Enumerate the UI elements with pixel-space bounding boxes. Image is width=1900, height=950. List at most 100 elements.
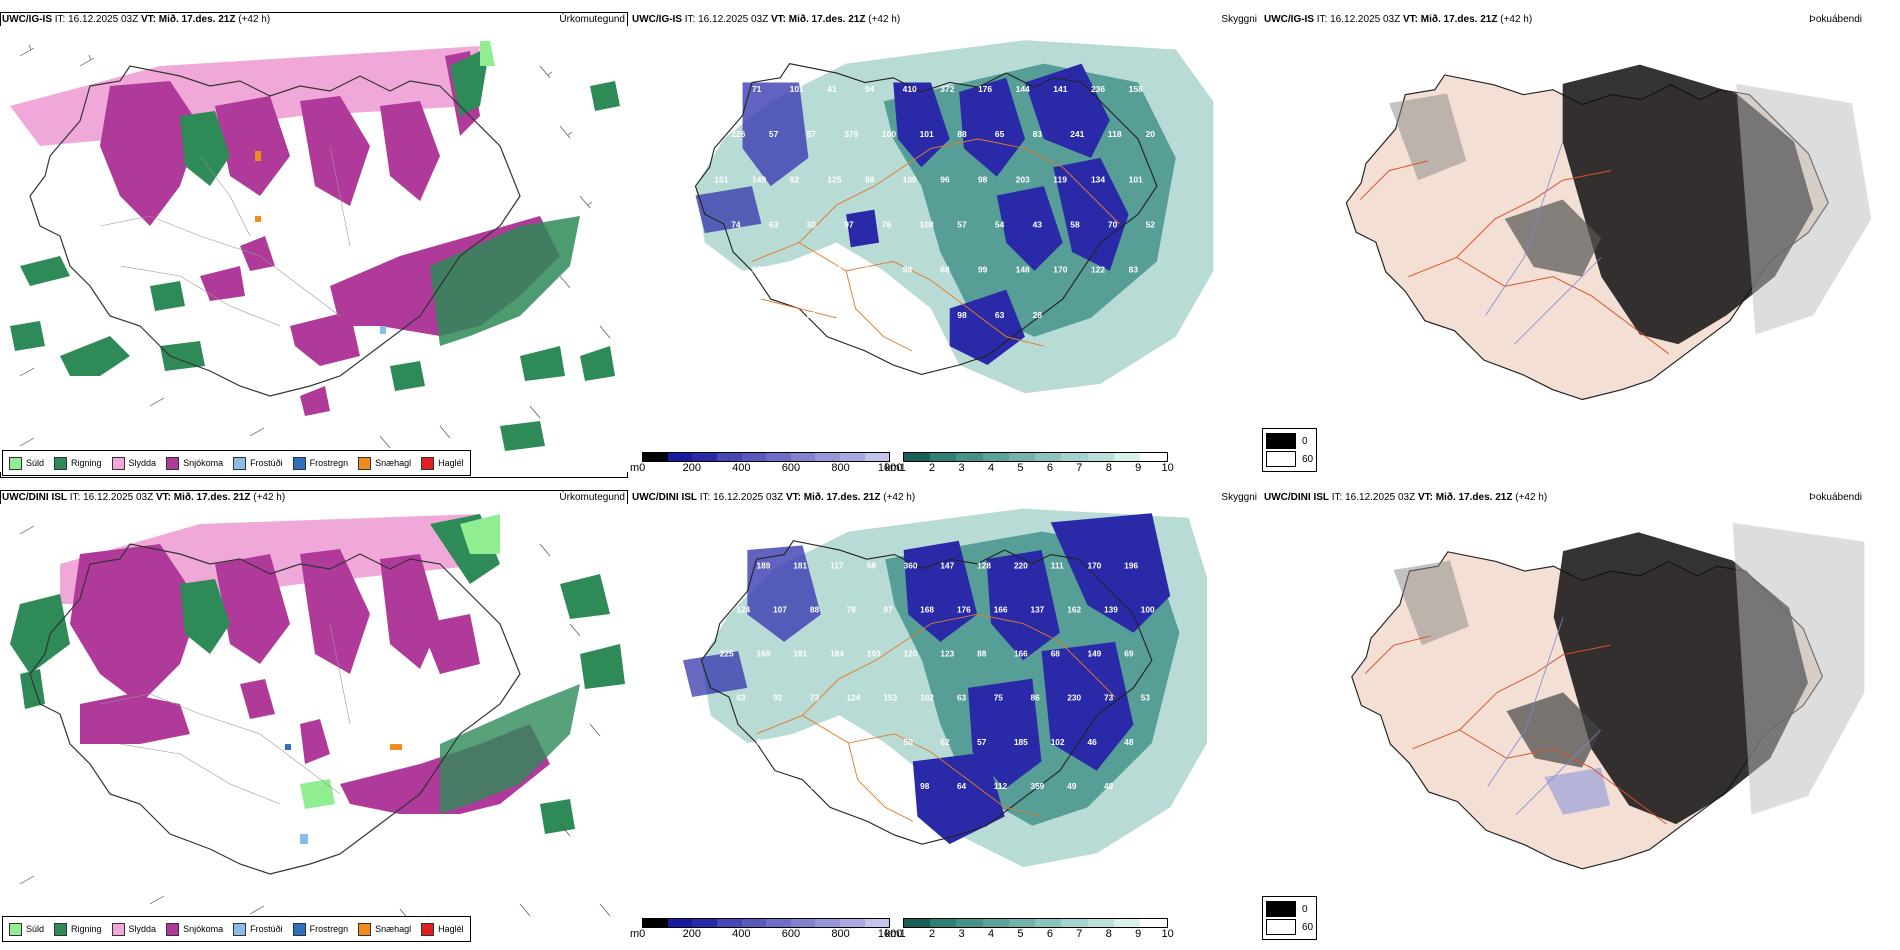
panel-header: UWC/IG-IS IT: 16.12.2025 03Z VT: Mið. 17… xyxy=(2,14,271,25)
snow-area xyxy=(215,96,290,196)
legend-swatch xyxy=(421,922,435,936)
snow-area xyxy=(380,101,440,201)
rain-area xyxy=(10,321,45,351)
legend-swatch xyxy=(233,456,247,470)
legend-swatch xyxy=(54,922,68,936)
cloud-base-area xyxy=(996,186,1063,271)
colorbar-tick: 6 xyxy=(1046,928,1053,940)
cloud-base-label: 162 xyxy=(1067,605,1081,614)
cloud-base-label: 360 xyxy=(904,561,918,570)
rain-area xyxy=(430,216,580,346)
rain-area xyxy=(560,574,610,619)
cloud-base-label: 64 xyxy=(957,782,967,791)
panel-header: UWC/DINI ISL IT: 16.12.2025 03Z VT: Mið.… xyxy=(1264,492,1548,503)
cloud-base-label: 220 xyxy=(1014,561,1028,570)
cloud-base-label: 100 xyxy=(882,129,896,139)
rivers xyxy=(1485,141,1602,345)
legend-swatch xyxy=(421,456,435,470)
legend-item: Frostregn xyxy=(292,922,348,936)
cloud-base-label: 100 xyxy=(1141,605,1155,614)
precip-map xyxy=(0,504,628,944)
fog-index-area xyxy=(1393,560,1469,646)
legend-label: Snjókoma xyxy=(183,924,224,934)
cloud-base-label: 57 xyxy=(793,738,803,747)
cloud-base-label: 101 xyxy=(1129,174,1143,184)
cloud-base-colorbar: m 0 200 400 600 800 1000 xyxy=(630,452,902,474)
coastline xyxy=(29,65,521,397)
colorbar-tick: 9 xyxy=(1135,462,1142,474)
snow-area xyxy=(290,311,360,366)
legend-label: Frostregn xyxy=(309,458,349,468)
rivers xyxy=(1487,616,1602,816)
cloud-base-label: 63 xyxy=(865,265,875,275)
colorbar-tick: 0 xyxy=(639,928,646,940)
cloud-base-label: 168 xyxy=(920,605,934,614)
cloud-base-label: 69 xyxy=(757,738,767,747)
cloud-base-label: 112 xyxy=(994,782,1008,791)
cloud-base-label: 176 xyxy=(978,84,992,94)
cloud-base-label: 94 xyxy=(865,84,875,94)
cloud-base-label: 57 xyxy=(807,129,817,139)
cloud-base-label: 70 xyxy=(1108,220,1118,230)
cloud-base-label: 184 xyxy=(830,650,844,659)
cloud-base-label: 92 xyxy=(790,174,800,184)
cloud-base-label: 97 xyxy=(844,220,854,230)
rain-area xyxy=(520,346,565,381)
rain-area xyxy=(150,281,185,311)
cloud-base-label: 107 xyxy=(773,605,787,614)
cloud-base-label: 65 xyxy=(995,129,1005,139)
cloud-base-label: 75 xyxy=(994,694,1004,703)
cloud-base-label: 191 xyxy=(793,650,807,659)
cloud-base-label: 48 xyxy=(830,738,840,747)
cloud-base-label: 251 xyxy=(720,561,734,570)
panel-title: Þokuábendi xyxy=(1809,14,1862,25)
rain-area xyxy=(10,594,70,674)
cloud-base-label: 189 xyxy=(757,561,771,570)
colorbar-tick: 8 xyxy=(1105,462,1112,474)
colorbar-tick: 2 xyxy=(929,462,936,474)
cloud-base-label: 153 xyxy=(883,694,897,703)
cloud-base-label: 63 xyxy=(736,694,746,703)
colorbar-tick: 1000 xyxy=(877,462,903,474)
cloud-base-label: 98 xyxy=(903,265,913,275)
cloud-base-label: 127 xyxy=(714,84,728,94)
panel-header: UWC/IG-IS IT: 16.12.2025 03Z VT: Mið. 17… xyxy=(632,14,901,25)
fog-index-area xyxy=(1732,522,1865,815)
legend-label: Frostúði xyxy=(250,458,283,468)
colorbar-tick: 600 xyxy=(781,928,801,940)
panel-header: UWC/DINI ISL IT: 16.12.2025 03Z VT: Mið.… xyxy=(2,492,286,503)
cloud-base-label: 120 xyxy=(904,650,918,659)
cloud-base-label: 410 xyxy=(903,84,917,94)
cloud-visibility-map: 251 189 181 117 58 360 147 128 220 111 170 196 124 10… xyxy=(655,504,1235,881)
cloud-base-label: 166 xyxy=(1014,650,1028,659)
legend-item: Snæhagl xyxy=(358,456,411,470)
colorbar-tick: 2 xyxy=(929,928,936,940)
cloud-base-label: 86 xyxy=(1030,694,1040,703)
colorbar-tick: 10 xyxy=(1161,928,1174,940)
colorbar-tick: 10 xyxy=(1161,462,1174,474)
fog-index-area xyxy=(1736,83,1872,335)
legend-item: Frostregn xyxy=(292,456,349,470)
legend-label: Snæhagl xyxy=(375,924,412,934)
legend-item: Haglél xyxy=(421,456,464,470)
colorbar-tick: 200 xyxy=(682,462,701,474)
snow-area xyxy=(240,679,275,719)
cloud-base-label: 226 xyxy=(731,129,745,139)
fog-index-area xyxy=(1389,93,1467,181)
legend-label: Haglél xyxy=(438,458,464,468)
snow-area xyxy=(300,386,330,416)
legend-label: Súld xyxy=(26,924,45,934)
cloud-base-label: 117 xyxy=(830,561,844,570)
cloud-base-label: 83 xyxy=(1033,129,1043,139)
freezing-drizzle-area xyxy=(300,834,308,844)
snow-area xyxy=(240,236,275,271)
cloud-base-label: 193 xyxy=(867,650,881,659)
cloud-base-label: 89 xyxy=(720,738,730,747)
cloud-base-label: 194 xyxy=(773,782,787,791)
cloud-base-label: 149 xyxy=(752,174,766,184)
freezing-drizzle-area xyxy=(380,326,386,334)
colorbar-tick: 0 xyxy=(639,462,646,474)
panel-title: Skyggni xyxy=(1221,492,1257,503)
cloud-base-label: 43 xyxy=(1033,220,1043,230)
rain-area xyxy=(440,684,580,814)
